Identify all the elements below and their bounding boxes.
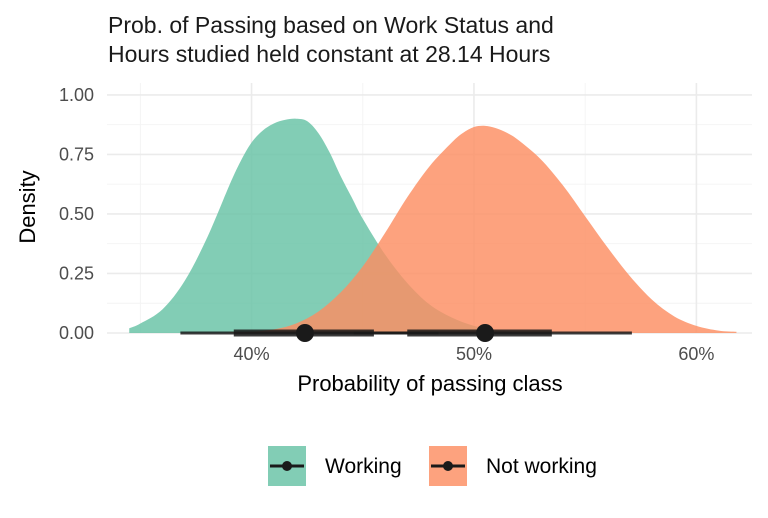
legend-label-not-working: Not working — [486, 455, 597, 478]
density-areas — [129, 118, 737, 334]
chart-title-line-1: Prob. of Passing based on Work Status an… — [108, 12, 554, 38]
point-estimate-working — [295, 324, 314, 342]
density-area-not-working — [229, 125, 737, 334]
legend: Working Not working — [268, 446, 597, 486]
y-axis-ticks: 0.00 0.25 0.50 0.75 1.00 — [59, 85, 94, 343]
y-tick-label: 0.25 — [59, 263, 94, 283]
chart-title-line-2: Hours studied held constant at 28.14 Hou… — [108, 41, 550, 67]
legend-key-dot-not-working — [443, 461, 453, 471]
point-estimate-not-working — [476, 324, 495, 342]
y-tick-label: 0.50 — [59, 204, 94, 224]
y-tick-label: 1.00 — [59, 85, 94, 105]
y-axis-title: Density — [15, 170, 40, 243]
x-axis-ticks: 40% 50% 60% — [234, 344, 715, 364]
y-tick-label: 0.75 — [59, 144, 94, 164]
y-tick-label: 0.00 — [59, 323, 94, 343]
density-area-working — [129, 118, 512, 333]
x-tick-label: 50% — [456, 344, 492, 364]
x-tick-label: 60% — [678, 344, 714, 364]
x-axis-title: Probability of passing class — [297, 371, 562, 396]
legend-key-dot-working — [282, 461, 292, 471]
interval-bars — [180, 324, 632, 342]
legend-label-working: Working — [325, 455, 402, 478]
x-tick-label: 40% — [234, 344, 270, 364]
